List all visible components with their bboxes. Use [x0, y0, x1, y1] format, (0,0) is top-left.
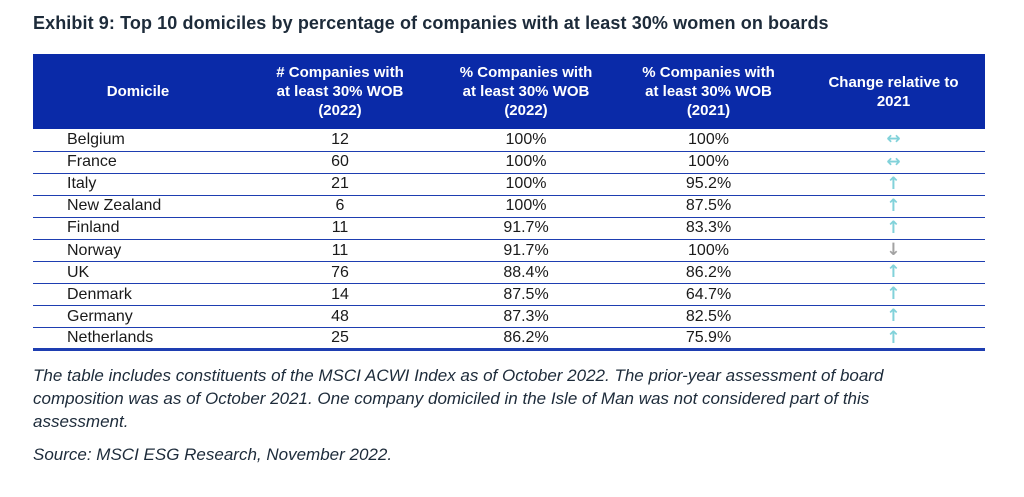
- cell-domicile: Italy: [33, 173, 243, 196]
- cell-domicile: France: [33, 151, 243, 174]
- wob-table: Domicile # Companies with at least 30% W…: [33, 54, 985, 352]
- cell-domicile: Finland: [33, 217, 243, 240]
- change-down-icon: ↓: [886, 240, 901, 261]
- header-pct-2021-label: % Companies with at least 30% WOB (2021): [642, 64, 775, 119]
- footnote: The table includes constituents of the M…: [33, 364, 1024, 433]
- table-row: Norway 11 91.7% 100% ↓: [33, 239, 985, 263]
- footnote-line: composition was as of October 2021. One …: [33, 389, 870, 409]
- cell-count-2022: 11: [243, 239, 437, 263]
- exhibit-title: Exhibit 9: Top 10 domiciles by percentag…: [33, 13, 829, 33]
- cell-change: ↔: [802, 151, 985, 174]
- cell-pct-2022: 87.3%: [437, 305, 615, 329]
- cell-domicile: New Zealand: [33, 195, 243, 218]
- cell-domicile: Netherlands: [33, 327, 243, 352]
- cell-change: ↑: [802, 195, 985, 218]
- cell-count-2022: 21: [243, 173, 437, 196]
- cell-domicile: UK: [33, 261, 243, 285]
- header-pct-2022: % Companies with at least 30% WOB (2022): [437, 54, 615, 129]
- cell-count-2022: 25: [243, 327, 437, 352]
- change-up-icon: ↑: [886, 327, 901, 348]
- cell-count-2022: 48: [243, 305, 437, 329]
- header-count-2022-label: # Companies with at least 30% WOB (2022): [276, 64, 404, 119]
- cell-pct-2022: 100%: [437, 195, 615, 218]
- cell-pct-2021: 100%: [615, 239, 802, 263]
- cell-count-2022: 76: [243, 261, 437, 285]
- header-change-label: Change relative to 2021: [828, 73, 959, 110]
- cell-domicile: Belgium: [33, 129, 243, 152]
- header-pct-2021: % Companies with at least 30% WOB (2021): [615, 54, 802, 129]
- table-row: New Zealand 6 100% 87.5% ↑: [33, 195, 985, 218]
- footnote-line: The table includes constituents of the M…: [33, 366, 884, 386]
- cell-pct-2022: 86.2%: [437, 327, 615, 352]
- cell-change: ↑: [802, 283, 985, 307]
- cell-domicile: Norway: [33, 239, 243, 263]
- source-line: Source: MSCI ESG Research, November 2022…: [33, 445, 393, 465]
- cell-pct-2022: 100%: [437, 129, 615, 152]
- cell-pct-2021: 83.3%: [615, 217, 802, 240]
- header-domicile-label: Domicile: [106, 83, 170, 100]
- cell-pct-2021: 64.7%: [615, 283, 802, 307]
- cell-pct-2022: 100%: [437, 151, 615, 174]
- cell-domicile: Denmark: [33, 283, 243, 307]
- cell-change: ↑: [802, 173, 985, 196]
- cell-pct-2022: 87.5%: [437, 283, 615, 307]
- table-header-row: Domicile # Companies with at least 30% W…: [33, 54, 985, 129]
- cell-pct-2021: 86.2%: [615, 261, 802, 285]
- cell-count-2022: 60: [243, 151, 437, 174]
- change-up-icon: ↑: [886, 195, 901, 216]
- table-row: Finland 11 91.7% 83.3% ↑: [33, 217, 985, 240]
- change-same-icon: ↔: [886, 129, 901, 150]
- cell-count-2022: 6: [243, 195, 437, 218]
- table-row: Germany 48 87.3% 82.5% ↑: [33, 305, 985, 329]
- cell-change: ↑: [802, 327, 985, 352]
- table-row: Netherlands 25 86.2% 75.9% ↑: [33, 327, 985, 352]
- cell-pct-2021: 82.5%: [615, 305, 802, 329]
- table-row: France 60 100% 100% ↔: [33, 151, 985, 174]
- change-up-icon: ↑: [886, 284, 901, 305]
- cell-pct-2021: 100%: [615, 151, 802, 174]
- cell-pct-2021: 75.9%: [615, 327, 802, 352]
- cell-count-2022: 14: [243, 283, 437, 307]
- table-row: Denmark 14 87.5% 64.7% ↑: [33, 283, 985, 307]
- change-up-icon: ↑: [886, 173, 901, 194]
- change-up-icon: ↑: [886, 217, 901, 238]
- change-up-icon: ↑: [886, 306, 901, 327]
- cell-change: ↔: [802, 129, 985, 152]
- change-same-icon: ↔: [886, 151, 901, 172]
- header-change: Change relative to 2021: [802, 54, 985, 129]
- table-body: Belgium 12 100% 100% ↔ France 60 100% 100% ↔ Italy…: [33, 129, 985, 352]
- cell-pct-2021: 95.2%: [615, 173, 802, 196]
- cell-pct-2022: 91.7%: [437, 239, 615, 263]
- table-row: UK 76 88.4% 86.2% ↑: [33, 261, 985, 285]
- table-header: Domicile # Companies with at least 30% W…: [33, 54, 985, 129]
- cell-pct-2022: 88.4%: [437, 261, 615, 285]
- header-domicile: Domicile: [33, 54, 243, 129]
- cell-pct-2022: 100%: [437, 173, 615, 196]
- cell-count-2022: 12: [243, 129, 437, 152]
- table-row: Italy 21 100% 95.2% ↑: [33, 173, 985, 196]
- cell-pct-2022: 91.7%: [437, 217, 615, 240]
- cell-pct-2021: 87.5%: [615, 195, 802, 218]
- table-row: Belgium 12 100% 100% ↔: [33, 129, 985, 152]
- header-count-2022: # Companies with at least 30% WOB (2022): [243, 54, 437, 129]
- cell-count-2022: 11: [243, 217, 437, 240]
- cell-change: ↑: [802, 217, 985, 240]
- cell-change: ↓: [802, 239, 985, 263]
- cell-domicile: Germany: [33, 305, 243, 329]
- cell-pct-2021: 100%: [615, 129, 802, 152]
- header-pct-2022-label: % Companies with at least 30% WOB (2022): [459, 64, 593, 119]
- footnote-line: assessment.: [33, 412, 129, 432]
- cell-change: ↑: [802, 261, 985, 285]
- change-up-icon: ↑: [886, 262, 901, 283]
- exhibit-page: Exhibit 9: Top 10 domiciles by percentag…: [33, 13, 1024, 465]
- cell-change: ↑: [802, 305, 985, 329]
